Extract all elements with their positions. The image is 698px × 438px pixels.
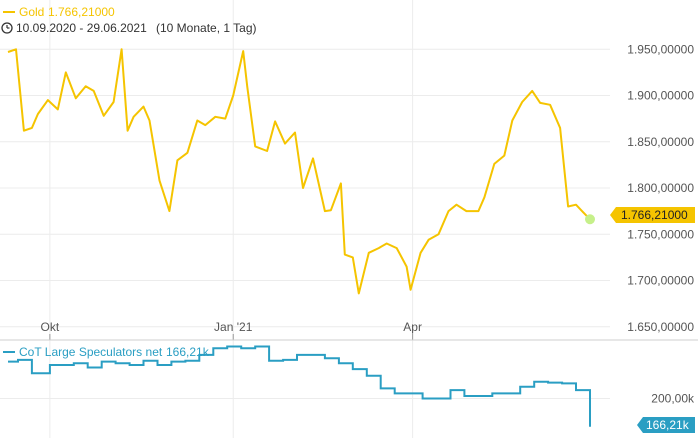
clock-icon: [1, 22, 13, 34]
cot-series-layer: [8, 345, 591, 427]
y-axis-labels: 1.650,00000 1.700,00000 1.750,00000 1.800,0…: [627, 42, 695, 405]
x-tick-label: Jan '21: [214, 320, 253, 334]
gold-y-tick-label: 1.900,00000: [627, 89, 694, 103]
gold-last-value-badge: 1.766,21000: [610, 207, 695, 223]
gold-legend-value: 1.766,21000: [48, 5, 115, 19]
gold-legend-label[interactable]: Gold: [19, 5, 44, 19]
gold-last-point[interactable]: [585, 214, 595, 225]
gold-series-layer: [7, 48, 595, 295]
gold-y-tick-label: 1.700,00000: [627, 274, 694, 288]
x-axis-labels: Okt Jan '21 Apr: [41, 320, 422, 334]
grid-layer: [0, 0, 610, 438]
gold-y-tick-label: 1.750,00000: [627, 227, 694, 241]
cot-last-value-label: 166,21k: [646, 418, 690, 432]
date-range: 10.09.2020 - 29.06.2021: [16, 21, 147, 35]
cot-legend-label[interactable]: CoT Large Speculators net: [19, 345, 163, 359]
x-tick-label: Okt: [41, 320, 60, 334]
gold-y-tick-label: 1.850,00000: [627, 135, 694, 149]
gold-price-line[interactable]: [7, 48, 591, 295]
gold-last-value-label: 1.766,21000: [621, 208, 688, 222]
gold-y-tick-label: 1.800,00000: [627, 181, 694, 195]
gold-y-tick-label: 1.650,00000: [627, 320, 694, 334]
gold-y-tick-label: 1.950,00000: [627, 42, 694, 56]
cot-last-value-badge: 166,21k: [637, 417, 695, 433]
chart-legend: Gold 1.766,21000 10.09.2020 - 29.06.2021…: [1, 5, 257, 359]
cot-legend-value: 166,21k: [166, 345, 210, 359]
cot-y-tick-label: 200,00k: [651, 391, 695, 405]
x-tick-label: Apr: [403, 320, 422, 334]
date-range-note: (10 Monate, 1 Tag): [156, 21, 257, 35]
cot-net-line[interactable]: [8, 345, 591, 427]
